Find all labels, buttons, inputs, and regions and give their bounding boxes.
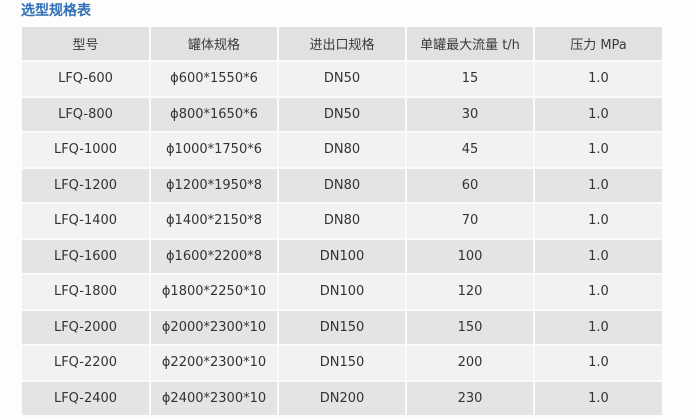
table-cell: LFQ-2000 bbox=[22, 309, 151, 346]
table-cell: 1.0 bbox=[534, 345, 662, 382]
table-row: LFQ-1800 ϕ1800*2250*10 DN100 120 1.0 bbox=[22, 274, 662, 311]
table-row: LFQ-2200 ϕ2200*2300*10 DN150 200 1.0 bbox=[22, 345, 662, 382]
table-cell: 1.0 bbox=[534, 132, 662, 169]
table-cell: ϕ1000*1750*6 bbox=[150, 132, 279, 169]
table-row: LFQ-2000 ϕ2000*2300*10 DN150 150 1.0 bbox=[22, 309, 662, 346]
table-cell: 1.0 bbox=[534, 167, 662, 204]
table-cell: ϕ1800*2250*10 bbox=[150, 274, 279, 311]
table-cell: 230 bbox=[406, 380, 535, 417]
table-cell: 100 bbox=[406, 238, 535, 275]
spec-table: 型号 罐体规格 进出口规格 单罐最大流量 t/h 压力 MPa LFQ-600 ϕ600*… bbox=[22, 27, 662, 417]
table-cell: DN100 bbox=[278, 238, 407, 275]
table-cell: DN80 bbox=[278, 203, 407, 240]
table-cell: 1.0 bbox=[534, 203, 662, 240]
column-header: 型号 bbox=[22, 27, 151, 62]
table-cell: DN100 bbox=[278, 274, 407, 311]
table-cell: DN200 bbox=[278, 380, 407, 417]
table-cell: LFQ-2200 bbox=[22, 345, 151, 382]
table-cell: DN150 bbox=[278, 309, 407, 346]
table-cell: DN50 bbox=[278, 96, 407, 133]
table-cell: ϕ1600*2200*8 bbox=[150, 238, 279, 275]
table-cell: LFQ-1400 bbox=[22, 203, 151, 240]
table-cell: 120 bbox=[406, 274, 535, 311]
column-header: 单罐最大流量 t/h bbox=[406, 27, 535, 62]
column-header: 罐体规格 bbox=[150, 27, 279, 62]
table-cell: 200 bbox=[406, 345, 535, 382]
table-row: LFQ-800 ϕ800*1650*6 DN50 30 1.0 bbox=[22, 96, 662, 133]
table-cell: LFQ-1800 bbox=[22, 274, 151, 311]
table-title: 选型规格表 bbox=[21, 3, 91, 19]
table-cell: ϕ600*1550*6 bbox=[150, 61, 279, 98]
table-cell: ϕ800*1650*6 bbox=[150, 96, 279, 133]
table-row: LFQ-1200 ϕ1200*1950*8 DN80 60 1.0 bbox=[22, 167, 662, 204]
table-cell: LFQ-1000 bbox=[22, 132, 151, 169]
table-header-row: 型号 罐体规格 进出口规格 单罐最大流量 t/h 压力 MPa bbox=[22, 27, 662, 62]
table-cell: ϕ1400*2150*8 bbox=[150, 203, 279, 240]
table-cell: 1.0 bbox=[534, 380, 662, 417]
table-cell: 1.0 bbox=[534, 309, 662, 346]
table-cell: 30 bbox=[406, 96, 535, 133]
column-header: 压力 MPa bbox=[534, 27, 662, 62]
table-cell: DN50 bbox=[278, 61, 407, 98]
table-row: LFQ-1600 ϕ1600*2200*8 DN100 100 1.0 bbox=[22, 238, 662, 275]
table-row: LFQ-1400 ϕ1400*2150*8 DN80 70 1.0 bbox=[22, 203, 662, 240]
table-cell: 60 bbox=[406, 167, 535, 204]
table-cell: ϕ2000*2300*10 bbox=[150, 309, 279, 346]
table-cell: ϕ1200*1950*8 bbox=[150, 167, 279, 204]
table-cell: 1.0 bbox=[534, 274, 662, 311]
table-row: LFQ-2400 ϕ2400*2300*10 DN200 230 1.0 bbox=[22, 380, 662, 417]
table-cell: LFQ-600 bbox=[22, 61, 151, 98]
table-cell: DN80 bbox=[278, 167, 407, 204]
table-row: LFQ-600 ϕ600*1550*6 DN50 15 1.0 bbox=[22, 61, 662, 98]
table-cell: LFQ-2400 bbox=[22, 380, 151, 417]
table-row: LFQ-1000 ϕ1000*1750*6 DN80 45 1.0 bbox=[22, 132, 662, 169]
table-cell: DN150 bbox=[278, 345, 407, 382]
table-cell: 150 bbox=[406, 309, 535, 346]
table-cell: ϕ2200*2300*10 bbox=[150, 345, 279, 382]
column-header: 进出口规格 bbox=[278, 27, 407, 62]
table-cell: LFQ-1600 bbox=[22, 238, 151, 275]
table-cell: 70 bbox=[406, 203, 535, 240]
table-cell: 15 bbox=[406, 61, 535, 98]
table-cell: ϕ2400*2300*10 bbox=[150, 380, 279, 417]
table-cell: LFQ-800 bbox=[22, 96, 151, 133]
table-cell: 1.0 bbox=[534, 96, 662, 133]
table-cell: DN80 bbox=[278, 132, 407, 169]
table-cell: 1.0 bbox=[534, 61, 662, 98]
table-cell: 1.0 bbox=[534, 238, 662, 275]
table-cell: LFQ-1200 bbox=[22, 167, 151, 204]
table-cell: 45 bbox=[406, 132, 535, 169]
